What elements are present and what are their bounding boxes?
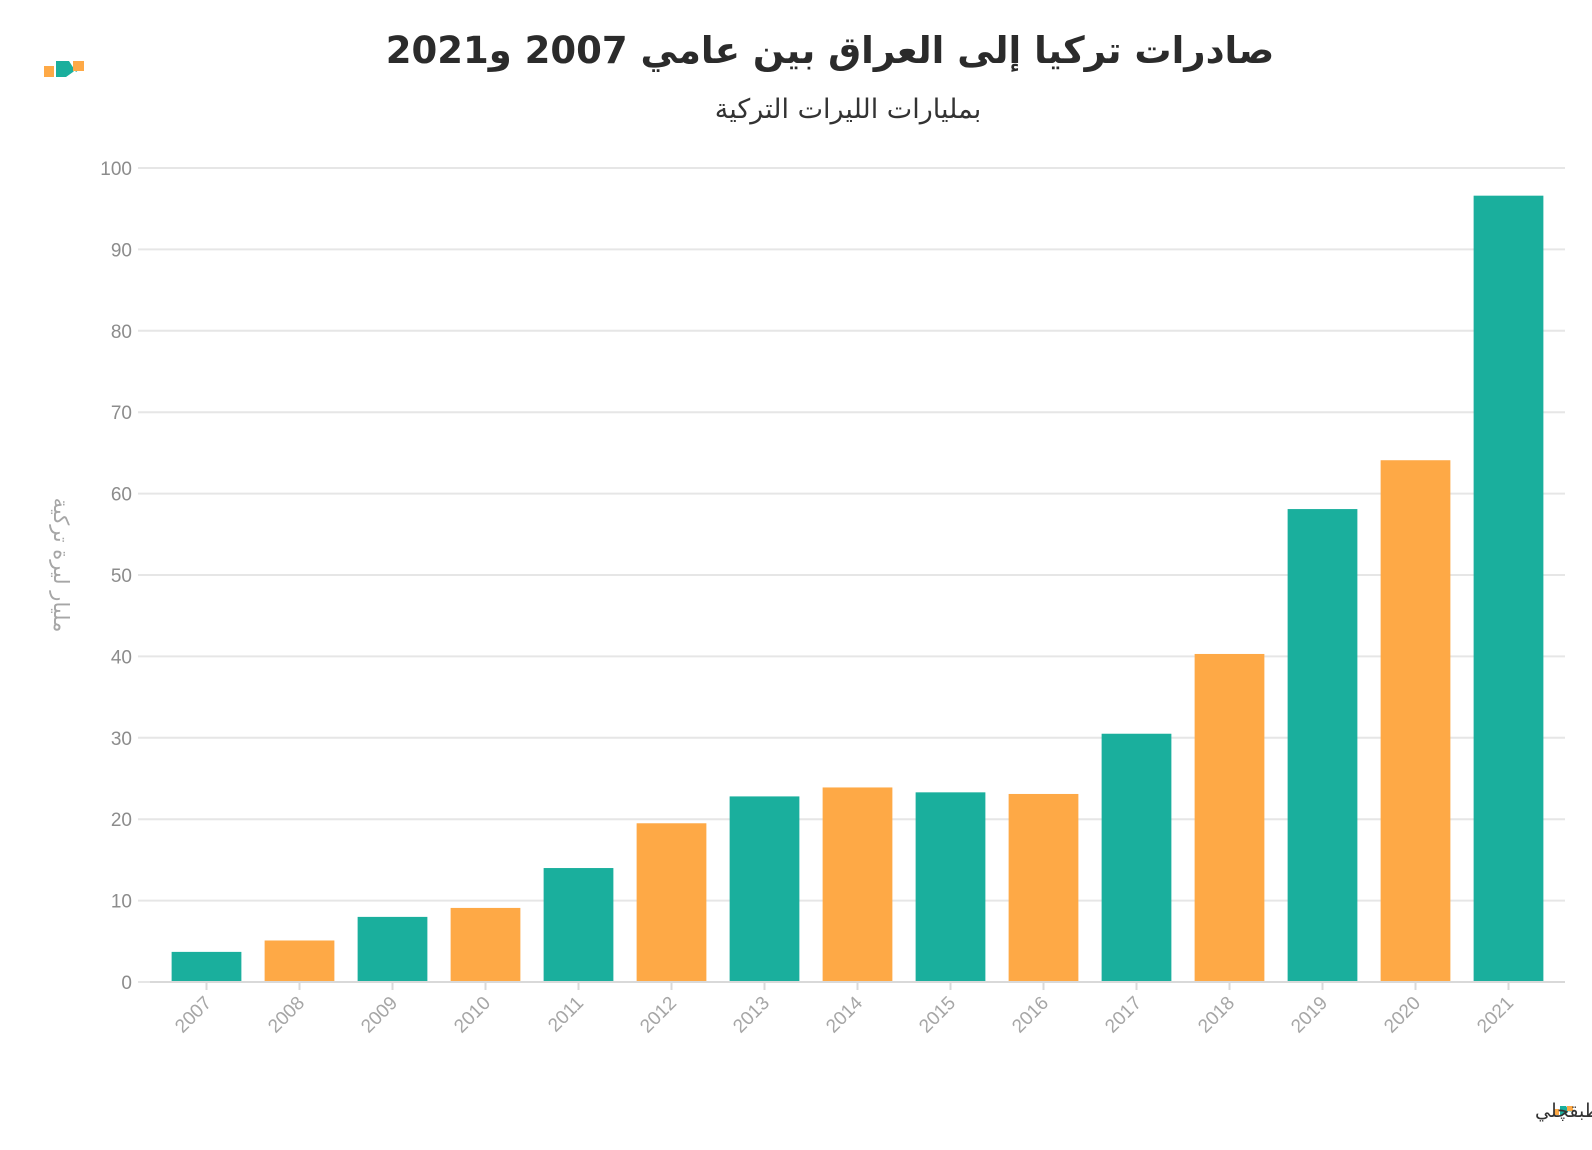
y-tick-label: 20 bbox=[111, 810, 132, 831]
x-tick-label-2019: 2019 bbox=[1287, 993, 1332, 1038]
x-tick-label-2018: 2018 bbox=[1194, 993, 1239, 1038]
y-tick-label: 50 bbox=[111, 566, 132, 587]
x-tick-label-2007: 2007 bbox=[171, 993, 216, 1038]
x-tick-label-2008: 2008 bbox=[264, 993, 309, 1038]
y-tick-label: 90 bbox=[111, 240, 132, 261]
x-tick-label-2020: 2020 bbox=[1380, 993, 1425, 1038]
bar-2013 bbox=[729, 796, 800, 982]
y-tick-label: 10 bbox=[111, 892, 132, 913]
x-tick-label-2021: 2021 bbox=[1473, 993, 1518, 1038]
y-tick-label: 0 bbox=[121, 973, 132, 994]
bar-2007 bbox=[171, 951, 242, 982]
bar-2011 bbox=[543, 868, 614, 982]
bars bbox=[171, 195, 1544, 982]
y-tick-label: 70 bbox=[111, 403, 132, 424]
bar-2017 bbox=[1101, 733, 1172, 982]
x-tick-label-2011: 2011 bbox=[544, 993, 588, 1037]
bar-2009 bbox=[357, 916, 428, 982]
x-tick-label-2012: 2012 bbox=[636, 993, 681, 1038]
chart-title: صادرات تركيا إلى العراق بين عامي 2007 و2… bbox=[386, 29, 1274, 72]
brand-logo-icon bbox=[44, 61, 84, 77]
bar-2016 bbox=[1008, 793, 1079, 982]
bar-2021 bbox=[1473, 195, 1544, 982]
bar-2012 bbox=[636, 823, 707, 982]
y-axis-label: مليار ليرة تركية bbox=[49, 498, 73, 633]
footer-logo-icon bbox=[1554, 1106, 1573, 1115]
x-tick-label-2009: 2009 bbox=[357, 993, 402, 1038]
bar-2014 bbox=[822, 787, 893, 982]
bar-2010 bbox=[450, 907, 521, 982]
y-tick-label: 30 bbox=[111, 729, 132, 750]
x-tick-label-2010: 2010 bbox=[450, 993, 495, 1038]
x-tick-label-2017: 2017 bbox=[1101, 993, 1146, 1038]
y-tick-label: 100 bbox=[100, 159, 132, 180]
x-axis-ticks: 2007 2008 2009 2010 2011 2012 2013 2014 2015 2016… bbox=[171, 982, 1518, 1037]
y-axis-ticks: 0 10 20 30 40 50 60 70 80 90 100 bbox=[100, 159, 132, 994]
bar-2020 bbox=[1380, 460, 1451, 982]
y-tick-label: 80 bbox=[111, 322, 132, 343]
chart-subtitle: بمليارات الليرات التركية bbox=[715, 94, 981, 125]
y-tick-label: 40 bbox=[111, 647, 132, 668]
x-tick-label-2015: 2015 bbox=[915, 993, 960, 1038]
x-tick-label-2016: 2016 bbox=[1008, 993, 1053, 1038]
bar-2008 bbox=[264, 940, 335, 982]
y-tick-label: 60 bbox=[111, 485, 132, 506]
bar-2018 bbox=[1194, 653, 1265, 982]
x-tick-label-2013: 2013 bbox=[729, 993, 774, 1038]
bar-2019 bbox=[1287, 509, 1358, 982]
bar-2015 bbox=[915, 792, 986, 982]
x-tick-label-2014: 2014 bbox=[822, 992, 867, 1037]
footer-source: المصدر: الجمارك التركية • ترتيب: أحمد ال… bbox=[1535, 1098, 1592, 1122]
